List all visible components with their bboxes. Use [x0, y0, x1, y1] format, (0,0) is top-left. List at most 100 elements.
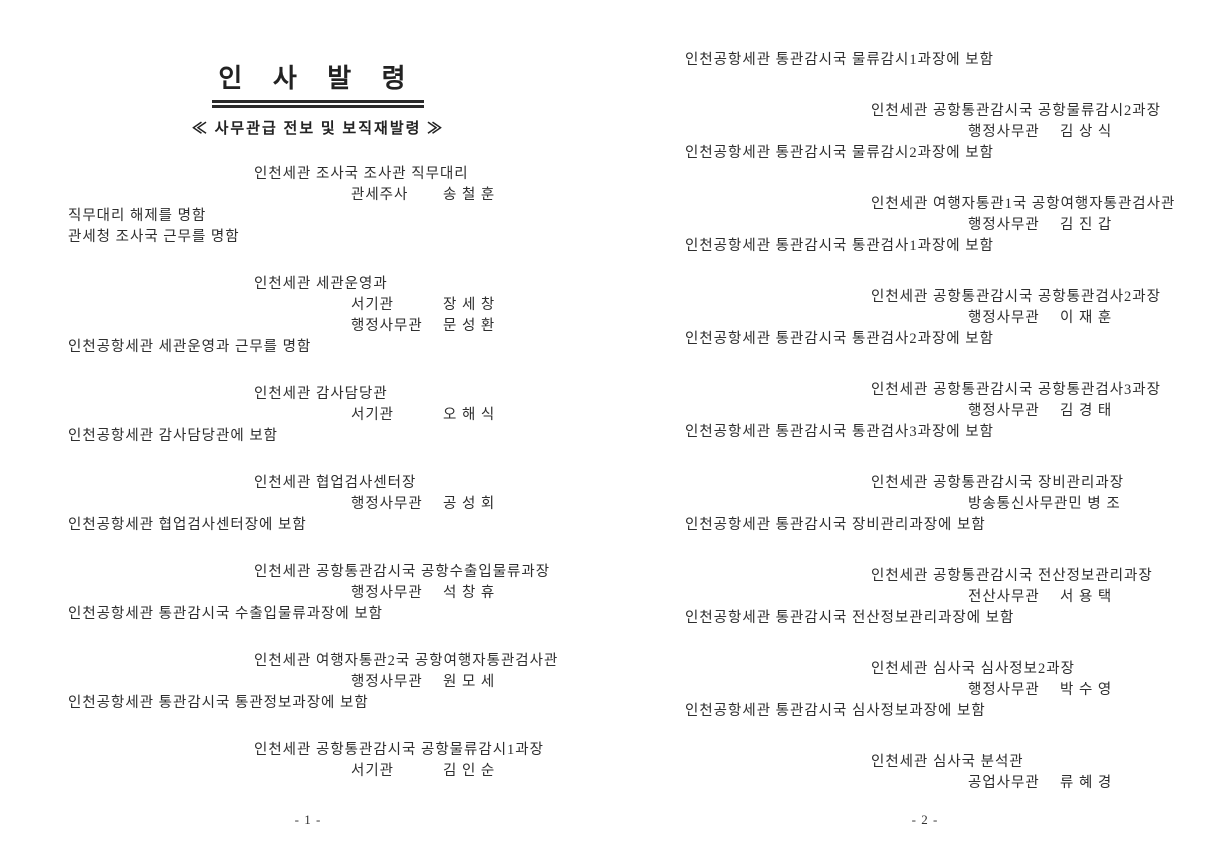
appointee-name: 송 철 훈: [443, 187, 496, 203]
appointee-name: 공 성 회: [443, 496, 496, 512]
appointee-row: 행정사무관 공 성 회: [68, 494, 593, 515]
appointee-row: 관세주사 송 철 훈: [68, 185, 593, 206]
page-number-2: - 2 -: [911, 812, 939, 827]
appointee-name: 석 창 휴: [443, 585, 496, 601]
directive-line: 인천공항세관 통관감시국 통관검사2과장에 보함: [685, 331, 994, 347]
position-title: 인천세관 공항통관감시국 공항물류감시2과장: [871, 103, 1161, 119]
directive-line: 인천공항세관 통관감시국 장비관리과장에 보함: [685, 517, 986, 533]
position-title: 인천세관 여행자통관1국 공항여행자통관검사관: [871, 196, 1176, 212]
document-subtitle: ≪ 사무관급 전보 및 보직재발령 ≫: [191, 121, 445, 137]
appointee-name: 서 용 택: [1060, 589, 1113, 605]
appointee-rank: 행정사무관: [968, 682, 1040, 698]
page-2-content: 인천공항세관 통관감시국 물류감시1과장에 보함 인천세관 공항통관감시국 공항…: [685, 0, 1210, 794]
appointee-row: 행정사무관 문 성 환: [68, 316, 593, 337]
appointee-rank: 서기관: [351, 407, 395, 423]
appointee-row: 서기관 장 세 창: [68, 295, 593, 316]
appointee-row: 서기관 오 해 식: [68, 405, 593, 426]
directive-line: 인천공항세관 통관감시국 물류감시2과장에 보함: [685, 145, 994, 161]
appointee-rank: 관세주사: [351, 187, 409, 203]
appointee-name: 민 병 조: [1068, 496, 1121, 512]
position-title: 인천세관 공항통관감시국 공항통관검사3과장: [871, 382, 1161, 398]
appointee-row: 방송통신사무관 민 병 조: [685, 494, 1210, 515]
appointee-row: 행정사무관 원 모 세: [68, 672, 593, 693]
page-number-1: - 1 -: [294, 812, 322, 827]
appointment-block: 인천세관 공항통관감시국 공항물류감시1과장 서기관 김 인 순: [68, 740, 593, 782]
directive-line: 인천공항세관 협업검사센터장에 보함: [68, 517, 307, 533]
appointee-name: 김 진 갑: [1060, 217, 1113, 233]
appointee-row: 행정사무관 이 재 훈: [685, 308, 1210, 329]
appointee-name: 원 모 세: [443, 674, 496, 690]
appointee-name: 김 경 태: [1060, 403, 1113, 419]
page-1-content: 인 사 발 령 ≪ 사무관급 전보 및 보직재발령 ≫ 인천세관 조사국 조사관…: [68, 0, 593, 782]
position-title: 인천세관 세관운영과: [254, 276, 388, 292]
appointee-row: 행정사무관 김 상 식: [685, 122, 1210, 143]
document-title: 인 사 발 령: [212, 58, 424, 108]
appointee-rank: 서기관: [351, 297, 395, 313]
directive-line: 인천공항세관 통관감시국 수출입물류과장에 보함: [68, 606, 384, 622]
appointee-rank: 전산사무관: [968, 589, 1040, 605]
appointee-row: 전산사무관 서 용 택: [685, 587, 1210, 608]
position-title: 인천세관 협업검사센터장: [254, 475, 417, 491]
directive-line: 인천공항세관 통관감시국 심사정보과장에 보함: [685, 703, 986, 719]
appointee-name: 문 성 환: [443, 318, 496, 334]
directive-line: 인천공항세관 세관운영과 근무를 명함: [68, 339, 312, 355]
page-2: 인천공항세관 통관감시국 물류감시1과장에 보함 인천세관 공항통관감시국 공항…: [610, 0, 1220, 846]
position-title: 인천세관 심사국 심사정보2과장: [871, 661, 1075, 677]
position-title: 인천세관 여행자통관2국 공항여행자통관검사관: [254, 653, 559, 669]
appointee-rank: 행정사무관: [968, 310, 1040, 326]
directive-line: 관세청 조사국 근무를 명함: [68, 229, 240, 245]
appointee-name: 장 세 창: [443, 297, 496, 313]
appointee-row: 행정사무관 석 창 휴: [68, 583, 593, 604]
directive-line: 인천공항세관 통관감시국 전산정보관리과장에 보함: [685, 610, 1015, 626]
position-title: 인천세관 공항통관감시국 전산정보관리과장: [871, 568, 1153, 584]
appointee-rank: 행정사무관: [968, 124, 1040, 140]
appointee-rank: 행정사무관: [351, 674, 423, 690]
appointee-rank: 행정사무관: [351, 318, 423, 334]
title-area: 인 사 발 령 ≪ 사무관급 전보 및 보직재발령 ≫: [68, 58, 568, 138]
appointee-row: 행정사무관 박 수 영: [685, 680, 1210, 701]
appointee-row: 서기관 김 인 순: [68, 761, 593, 782]
appointee-rank: 행정사무관: [351, 585, 423, 601]
position-title: 인천세관 심사국 분석관: [871, 754, 1024, 770]
position-title: 인천세관 공항통관감시국 공항수출입물류과장: [254, 564, 551, 580]
position-title: 인천세관 공항통관감시국 공항통관검사2과장: [871, 289, 1161, 305]
page-1: 인 사 발 령 ≪ 사무관급 전보 및 보직재발령 ≫ 인천세관 조사국 조사관…: [0, 0, 610, 846]
appointee-rank: 서기관: [351, 763, 395, 779]
appointee-rank: 행정사무관: [351, 496, 423, 512]
appointee-name: 이 재 훈: [1060, 310, 1113, 326]
appointee-row: 공업사무관 류 혜 경: [685, 773, 1210, 794]
appointee-rank: 공업사무관: [968, 775, 1040, 791]
appointee-name: 김 상 식: [1060, 124, 1113, 140]
appointee-row: 행정사무관 김 진 갑: [685, 215, 1210, 236]
appointee-name: 김 인 순: [443, 763, 496, 779]
position-title: 인천세관 감사담당관: [254, 386, 388, 402]
appointee-name: 류 혜 경: [1060, 775, 1113, 791]
directive-line: 인천공항세관 통관감시국 통관검사3과장에 보함: [685, 424, 994, 440]
carryover-directive-line: 인천공항세관 통관감시국 물류감시1과장에 보함: [685, 52, 994, 68]
appointee-rank: 행정사무관: [968, 217, 1040, 233]
appointee-rank: 행정사무관: [968, 403, 1040, 419]
position-title: 인천세관 공항통관감시국 장비관리과장: [871, 475, 1125, 491]
appointee-name: 박 수 영: [1060, 682, 1113, 698]
directive-line: 인천공항세관 통관감시국 통관검사1과장에 보함: [685, 238, 994, 254]
directive-line: 인천공항세관 감사담당관에 보함: [68, 428, 279, 444]
appointee-name: 오 해 식: [443, 407, 496, 423]
appointee-rank: 방송통신사무관: [968, 496, 1069, 512]
position-title: 인천세관 조사국 조사관 직무대리: [254, 166, 469, 182]
directive-line: 직무대리 해제를 명함: [68, 208, 207, 224]
